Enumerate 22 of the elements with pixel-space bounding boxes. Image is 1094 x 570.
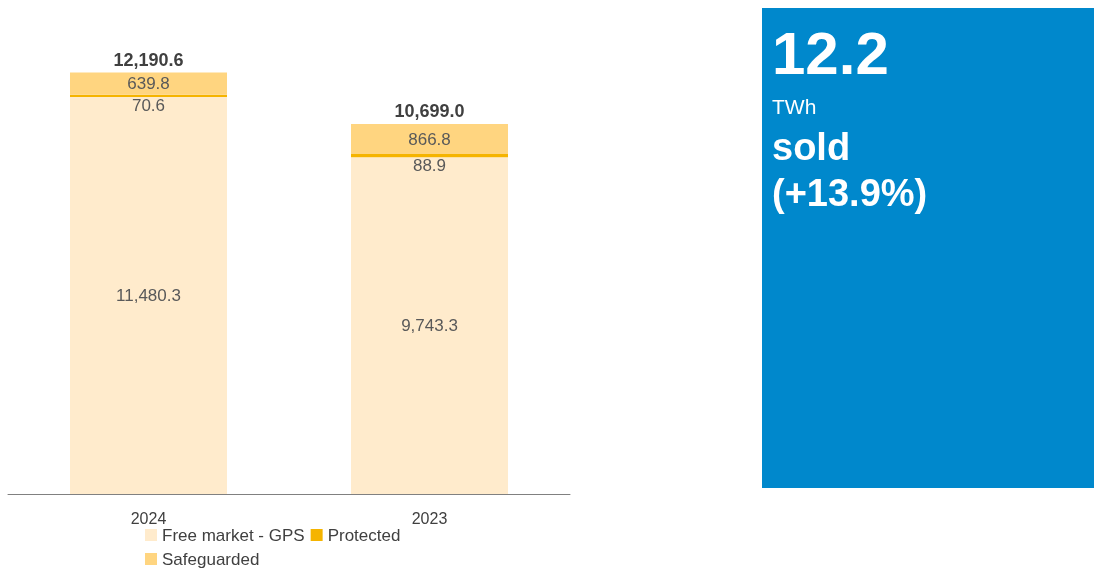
data-label: 9,743.3 [401, 316, 458, 336]
data-label: 70.6 [131, 96, 166, 116]
text: 12.2 [772, 19, 890, 89]
x-tick-label: 2024 [130, 509, 167, 527]
x-tick-label: 2023 [411, 509, 448, 527]
bar [351, 157, 508, 494]
bar [70, 72, 227, 95]
bar [351, 124, 508, 155]
legend-label: Protected [327, 525, 401, 545]
bar [70, 97, 227, 494]
legend-label: Free market - GPS [162, 525, 305, 545]
total-label: 10,699.0 [394, 101, 465, 122]
text: sold [772, 125, 852, 170]
data-label: 88.9 [412, 156, 447, 176]
bar [351, 154, 508, 158]
text: (+13.9%) [772, 171, 929, 216]
legend-label: Safeguarded [162, 549, 260, 569]
data-label: 11,480.3 [116, 286, 181, 306]
data-label: 866.8 [408, 129, 451, 149]
total-label: 12,190.6 [113, 49, 184, 70]
text: TWh [772, 94, 818, 120]
data-label: 639.8 [127, 74, 170, 94]
